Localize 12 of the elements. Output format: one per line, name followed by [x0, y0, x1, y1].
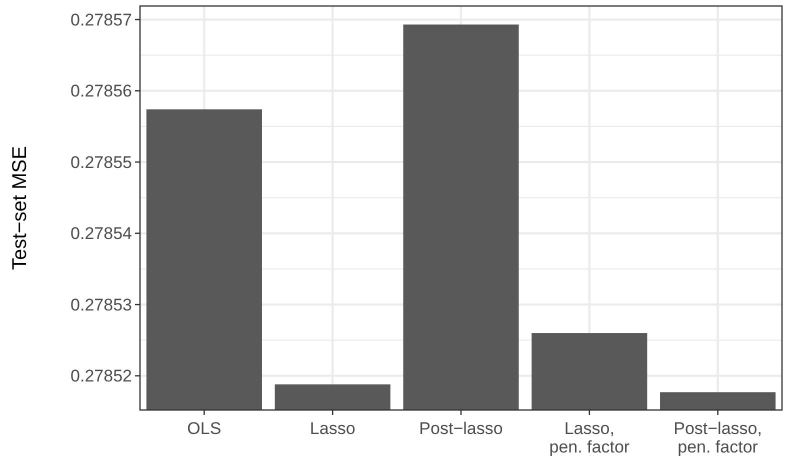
x-tick-label: Post−lasso [419, 419, 503, 438]
x-tick-label: Post−lasso, pen. factor [674, 419, 762, 457]
y-tick-label: 0.27853 [70, 295, 132, 314]
x-tick-label: Lasso, pen. factor [549, 419, 630, 457]
y-axis-title: Test−set MSE [9, 146, 31, 270]
y-tick-label: 0.27855 [70, 152, 132, 172]
y-tick-label: 0.27856 [70, 82, 132, 101]
x-tick-label: Lasso [310, 419, 356, 438]
y-tick-label: 0.27857 [70, 10, 132, 30]
y-tick-label: 0.27852 [70, 366, 132, 386]
x-tick-label: OLS [187, 419, 222, 438]
y-tick-label: 0.27854 [70, 224, 132, 244]
